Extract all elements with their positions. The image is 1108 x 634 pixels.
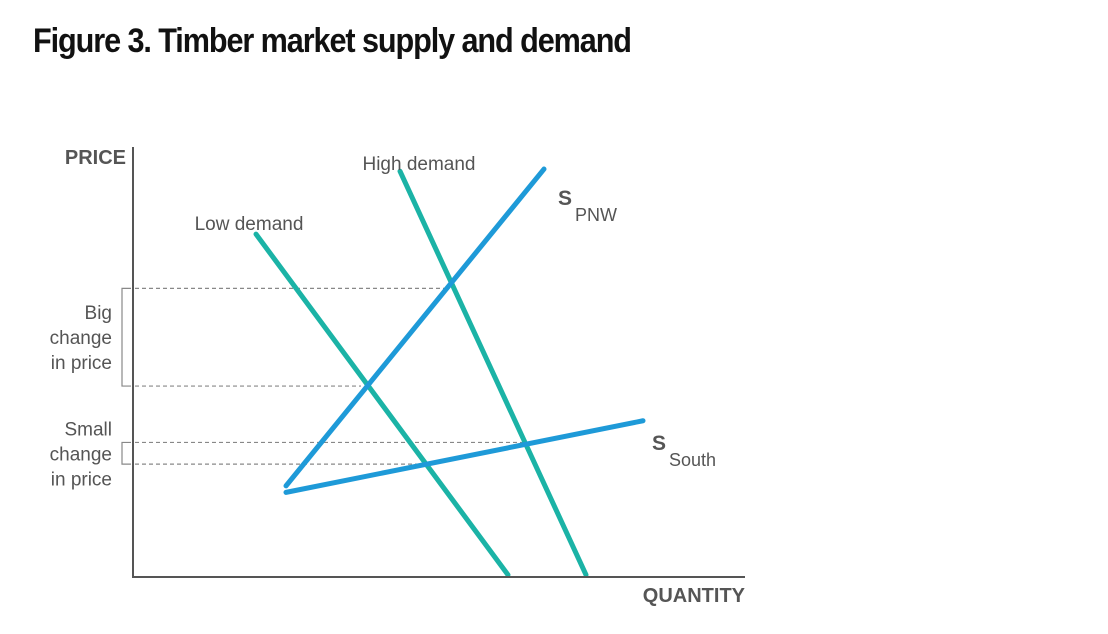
series-line-high_demand bbox=[397, 168, 589, 578]
guide-lines bbox=[135, 287, 529, 465]
small_change-label-line-2: change bbox=[50, 444, 112, 465]
figure-title: Figure 3. Timber market supply and deman… bbox=[33, 22, 632, 60]
supply-south-label-s: S bbox=[652, 432, 666, 455]
supply-pnw-label-sub: PNW bbox=[575, 205, 617, 225]
series-lines bbox=[253, 166, 646, 578]
price-change-brackets bbox=[121, 287, 131, 465]
series-line-supply_pnw bbox=[283, 166, 547, 489]
y-axis-label: PRICE bbox=[65, 147, 126, 169]
big_change-label-line-1: Big bbox=[85, 303, 112, 324]
supply-pnw-label-s: S bbox=[558, 187, 572, 210]
big_change-label-line-3: in price bbox=[51, 353, 112, 374]
supply-south-label-sub: South bbox=[669, 450, 716, 470]
big_change-label-line-2: change bbox=[50, 328, 112, 349]
high-demand-label: High demand bbox=[362, 154, 475, 175]
x-axis-label: QUANTITY bbox=[643, 585, 746, 607]
small_change-label-line-1: Small bbox=[64, 419, 112, 440]
small_change-bracket bbox=[121, 441, 131, 465]
chart-labels: Big change in price Small change in price Low … bbox=[50, 154, 716, 490]
big_change-bracket bbox=[121, 287, 131, 387]
axes: PRICE QUANTITY bbox=[65, 147, 746, 607]
low-demand-label: Low demand bbox=[195, 214, 304, 235]
small_change-label-line-3: in price bbox=[51, 469, 112, 490]
series-line-low_demand bbox=[253, 231, 511, 578]
series-line-supply_south bbox=[283, 418, 646, 495]
